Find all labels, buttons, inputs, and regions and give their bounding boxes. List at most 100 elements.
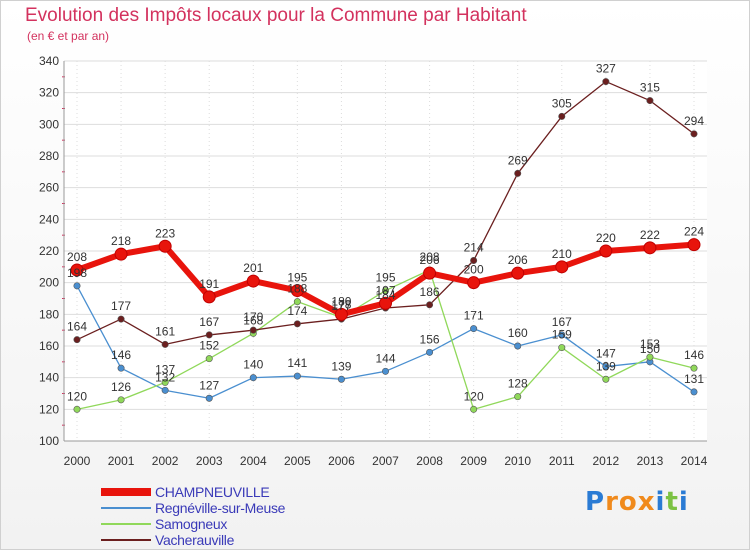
logo-letter: P — [585, 487, 606, 517]
data-label: 177 — [331, 299, 351, 313]
data-label: 167 — [552, 315, 572, 329]
data-label: 146 — [111, 348, 131, 362]
data-label: 195 — [375, 271, 395, 285]
legend-label: Samogneux — [155, 516, 228, 532]
data-point — [117, 396, 125, 404]
data-label: 127 — [199, 378, 219, 392]
y-tick-label: 220 — [39, 244, 59, 258]
data-label: 178 — [331, 298, 351, 312]
data-label: 327 — [596, 62, 616, 76]
data-point — [334, 307, 348, 321]
data-point — [687, 238, 701, 252]
x-tick-label: 2013 — [637, 454, 664, 468]
data-point — [70, 263, 84, 277]
y-tick-label: 160 — [39, 339, 59, 353]
data-point — [73, 282, 81, 290]
x-tick-label: 2011 — [549, 454, 575, 468]
data-point — [117, 364, 125, 372]
data-point — [558, 344, 566, 352]
data-point — [117, 315, 125, 323]
data-point — [205, 331, 213, 339]
x-tick-label: 2014 — [681, 454, 708, 468]
x-tick-label: 2000 — [64, 454, 91, 468]
data-label: 184 — [375, 288, 395, 302]
data-label: 152 — [199, 339, 219, 353]
data-label: 220 — [596, 231, 616, 245]
y-tick-label: 200 — [39, 276, 59, 290]
data-point — [511, 266, 525, 280]
data-label: 223 — [155, 226, 175, 240]
x-tick-label: 2012 — [593, 454, 620, 468]
data-label: 153 — [640, 337, 660, 351]
chart-subtitle: (en € et par an) — [27, 29, 110, 43]
data-point — [249, 374, 257, 382]
y-tick-label: 340 — [39, 54, 59, 68]
data-point — [293, 372, 301, 380]
x-tick-label: 2001 — [108, 454, 135, 468]
data-label: 159 — [552, 328, 572, 342]
data-label: 120 — [464, 389, 484, 403]
data-label: 141 — [287, 356, 307, 370]
data-point — [161, 386, 169, 394]
data-label: 140 — [243, 358, 263, 372]
data-point — [690, 364, 698, 372]
data-point — [467, 276, 481, 290]
y-tick-label: 140 — [39, 371, 59, 385]
data-point — [514, 169, 522, 177]
data-label: 147 — [596, 347, 616, 361]
data-point — [73, 336, 81, 344]
data-point — [158, 239, 172, 253]
data-label: 210 — [552, 247, 572, 261]
x-tick-label: 2002 — [152, 454, 179, 468]
data-point — [470, 405, 478, 413]
data-label: 208 — [420, 250, 440, 264]
x-tick-label: 2006 — [328, 454, 355, 468]
data-label: 156 — [420, 332, 440, 346]
legend-label: Regnéville-sur-Meuse — [155, 500, 286, 516]
data-label: 180 — [331, 294, 351, 308]
logo-letter: x — [637, 487, 656, 517]
x-tick-label: 2009 — [460, 454, 487, 468]
data-point — [470, 256, 478, 264]
data-label: 120 — [67, 389, 87, 403]
data-label: 177 — [111, 299, 131, 313]
data-label: 150 — [640, 342, 660, 356]
chart-legend: CHAMPNEUVILLE Regnéville-sur-Meuse Samogne… — [101, 484, 285, 548]
data-point — [602, 78, 610, 86]
data-point — [379, 296, 392, 310]
data-label: 161 — [155, 324, 175, 338]
data-label: 315 — [640, 81, 660, 95]
y-tick-label: 260 — [39, 181, 59, 195]
data-point — [602, 363, 610, 371]
data-point — [73, 405, 81, 413]
data-label: 146 — [684, 348, 704, 362]
data-point — [205, 355, 213, 363]
data-point — [514, 342, 522, 350]
data-label: 222 — [640, 228, 660, 242]
legend-label: Vacherauville — [155, 532, 235, 548]
data-label: 186 — [420, 285, 440, 299]
logo-letter: i — [655, 487, 666, 517]
data-point — [381, 287, 389, 295]
data-point — [599, 244, 613, 258]
data-label: 195 — [287, 271, 307, 285]
y-tick-label: 180 — [39, 307, 59, 321]
data-label: 187 — [375, 283, 395, 297]
data-point — [290, 284, 304, 298]
logo-letter: r — [605, 487, 619, 517]
y-tick-label: 320 — [39, 86, 59, 100]
legend-item: Samogneux — [101, 516, 285, 532]
data-label: 167 — [199, 315, 219, 329]
data-label: 188 — [287, 282, 307, 296]
data-point — [161, 378, 169, 386]
data-label: 170 — [243, 310, 263, 324]
data-point — [114, 247, 128, 261]
y-tick-label: 280 — [39, 149, 59, 163]
data-label: 137 — [155, 362, 175, 376]
data-point — [558, 331, 566, 339]
data-point — [423, 266, 437, 280]
y-tick-label: 100 — [39, 434, 59, 448]
data-point — [381, 367, 389, 375]
data-label: 206 — [508, 253, 528, 267]
